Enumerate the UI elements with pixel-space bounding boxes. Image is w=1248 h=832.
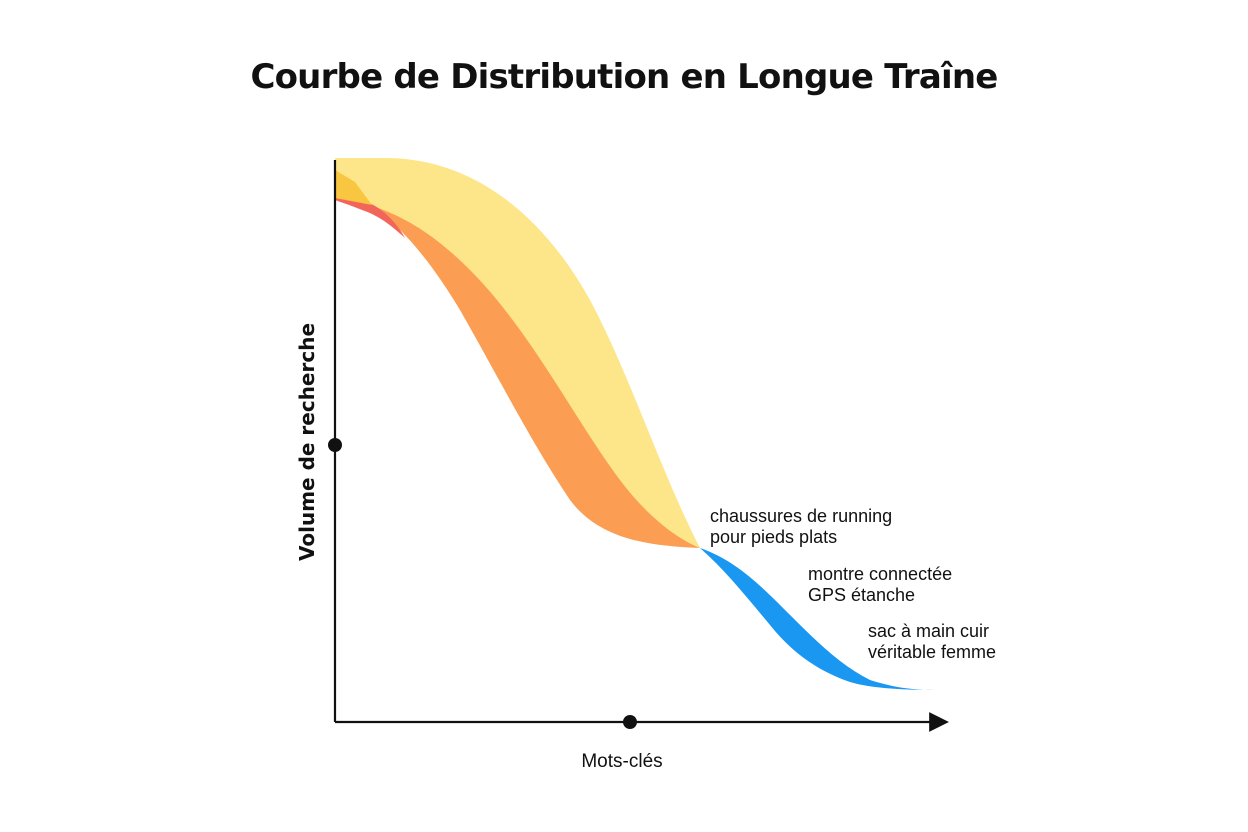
annotation-2-line-2: GPS étanche	[808, 585, 915, 605]
annotation-2-line-1: montre connectée	[808, 564, 952, 584]
annotation-1-line-1: chaussures de running	[710, 506, 892, 526]
y-axis-marker	[328, 438, 342, 452]
x-axis-label: Mots-clés	[581, 751, 662, 772]
long-tail-band	[700, 548, 935, 690]
chart-title: Courbe de Distribution en Longue Traîne	[250, 57, 997, 97]
head-band-inner	[335, 198, 700, 548]
annotation-3-line-2: véritable femme	[868, 642, 996, 662]
x-axis-marker	[623, 715, 637, 729]
y-axis-label: Volume de recherche	[295, 323, 319, 561]
annotation-3-line-1: sac à main cuir	[868, 621, 989, 641]
annotations: chaussures de running pour pieds plats m…	[710, 506, 996, 662]
head-cap	[335, 170, 372, 205]
annotation-1-line-2: pour pieds plats	[710, 527, 837, 547]
